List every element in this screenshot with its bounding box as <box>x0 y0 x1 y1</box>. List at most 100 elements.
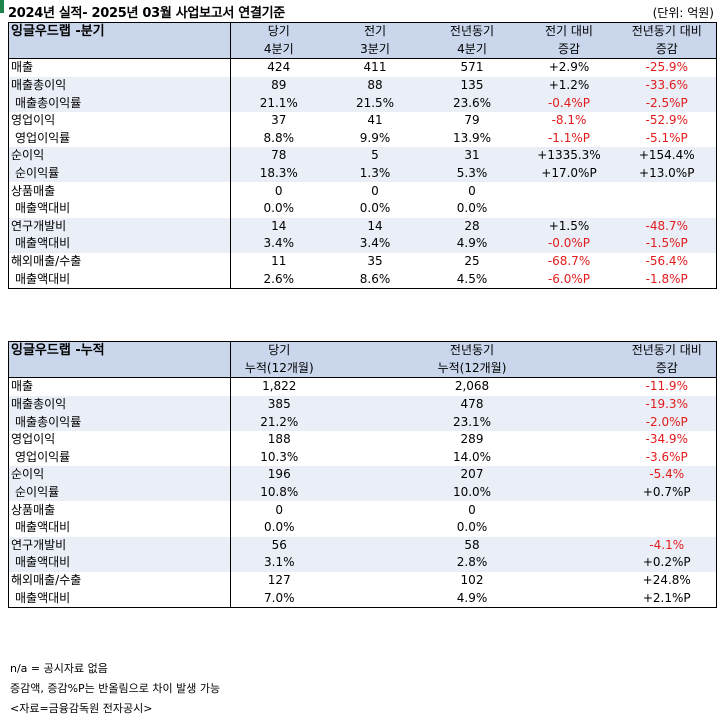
value-cell: 0 <box>275 502 284 517</box>
row-label: 연구개발비 <box>8 217 231 236</box>
table-row: 영업이익률 8.8% 9.9% 13.9% -1.1%P -5.1%P <box>8 129 717 148</box>
empty-cell <box>520 554 618 572</box>
empty-cell <box>328 501 424 519</box>
value-cell: -1.8%P <box>645 271 688 286</box>
column-subheader: 증감 <box>617 40 717 60</box>
value-cell <box>521 200 618 218</box>
quarterly-table-header: 잉글우드랩 -분기 당기 전기 전년동기 전기 대비 전년동기 대비 4분기 3… <box>8 22 717 60</box>
value-cell: 385 <box>230 395 328 414</box>
row-label: 매출액대비 <box>8 518 231 537</box>
header-spacer <box>327 341 424 360</box>
table-row: 매출 424 411 571 +2.9% -25.9% <box>8 58 717 77</box>
column-header: 전년동기 대비 <box>617 341 717 360</box>
empty-cell <box>328 449 424 467</box>
row-label: 매출액대비 <box>8 199 231 218</box>
column-header: 전기 <box>326 22 424 41</box>
empty-cell <box>521 519 618 537</box>
footnote: 증감액, 증감%P는 반올림으로 차이 발생 가능 <box>10 682 221 695</box>
value-cell: 88 <box>326 76 424 95</box>
value-cell <box>618 200 717 218</box>
empty-cell <box>328 431 424 449</box>
value-cell: +2.1%P <box>642 590 691 605</box>
empty-cell <box>328 572 424 590</box>
table-row: 순이익률 10.8% 10.0% +0.7%P <box>8 483 717 502</box>
value-cell: +13.0%P <box>617 164 717 183</box>
value-cell: 10.3% <box>260 449 299 464</box>
value-cell: -25.9% <box>645 60 688 75</box>
empty-cell <box>521 378 618 396</box>
value-cell: 14 <box>230 217 327 236</box>
empty-cell <box>521 449 618 467</box>
value-cell: 0.0% <box>264 520 295 535</box>
value-cell: 0.0% <box>263 201 295 216</box>
value-cell: 58 <box>423 536 521 555</box>
table-row: 영업이익 188 289 -34.9% <box>8 430 717 449</box>
value-cell: 0.0% <box>456 520 488 535</box>
value-cell: 89 <box>230 76 327 95</box>
value-cell: 1.3% <box>326 164 424 183</box>
table-row: 순이익 196 207 -5.4% <box>8 466 717 484</box>
value-cell: 0 <box>274 183 283 198</box>
empty-cell <box>520 466 618 484</box>
value-cell: 0.0% <box>456 201 488 216</box>
value-cell: 196 <box>230 466 328 484</box>
value-cell: -68.7% <box>547 254 591 269</box>
row-label: 해외매출/수출 <box>8 252 231 271</box>
header-spacer <box>520 341 618 360</box>
value-cell: 5 <box>326 147 424 165</box>
column-subheader: 3분기 <box>326 40 424 60</box>
table-row: 매출액대비 3.4% 3.4% 4.9% -0.0%P -1.5%P <box>8 235 717 253</box>
value-cell: +0.7%P <box>617 483 717 502</box>
table-row: 상품매출 0 0 <box>8 501 717 519</box>
value-cell: 14.0% <box>452 449 492 464</box>
empty-cell <box>520 413 618 431</box>
empty-cell <box>520 536 618 555</box>
value-cell: 8.8% <box>263 130 295 145</box>
footnote: <자료=금융감독원 전자공시> <box>10 702 153 715</box>
table-row: 순이익 78 5 31 +1335.3% +154.4% <box>8 147 717 165</box>
table-row: 상품매출 0 0 0 <box>8 182 717 200</box>
value-cell: 13.9% <box>452 130 492 145</box>
empty-cell <box>328 589 424 607</box>
value-cell: +2.9% <box>548 60 590 75</box>
value-cell: 289 <box>460 432 484 447</box>
value-cell: 0 <box>468 183 476 198</box>
value-cell: +1.5% <box>520 217 618 236</box>
value-cell: 4.9% <box>423 235 521 253</box>
value-cell: 8.6% <box>359 271 391 286</box>
row-label: 순이익 <box>8 466 231 484</box>
column-subheader: 4분기 <box>423 40 521 60</box>
row-label: 매출액대비 <box>8 270 231 289</box>
column-header: 전년동기 <box>423 22 521 41</box>
empty-cell <box>520 483 618 502</box>
value-cell: -48.7% <box>617 217 717 236</box>
table-row: 매출총이익률 21.2% 23.1% -2.0%P <box>8 413 717 431</box>
row-label: 영업이익률 <box>8 448 231 467</box>
value-cell: 35 <box>367 254 383 269</box>
row-label: 순이익률 <box>8 483 231 502</box>
value-cell: 41 <box>367 113 383 128</box>
row-label: 영업이익 <box>8 430 231 449</box>
value-cell: 56 <box>230 536 328 555</box>
value-cell: 25 <box>464 254 480 269</box>
value-cell: 21.2% <box>230 413 328 431</box>
empty-cell <box>328 519 424 537</box>
empty-cell <box>521 589 618 607</box>
row-label: 매출 <box>8 58 231 77</box>
value-cell: +0.2%P <box>617 554 717 572</box>
column-subheader: 누적(12개월) <box>230 359 328 379</box>
value-cell: -4.1% <box>617 536 717 555</box>
value-cell: -1.5%P <box>617 235 717 253</box>
table-row: 매출액대비 2.6% 8.6% 4.5% -6.0%P -1.8%P <box>8 270 717 289</box>
value-cell: 78 <box>230 147 327 165</box>
table-row: 순이익률 18.3% 1.3% 5.3% +17.0%P +13.0%P <box>8 164 717 183</box>
value-cell <box>618 519 717 537</box>
cumulative-table-title: 잉글우드랩 -누적 <box>8 341 231 360</box>
row-label: 연구개발비 <box>8 536 231 555</box>
value-cell: +154.4% <box>617 147 717 165</box>
value-cell: 1,822 <box>262 379 297 394</box>
value-cell: 21.1% <box>230 94 327 112</box>
value-cell: -3.6%P <box>645 449 688 464</box>
value-cell: 2,068 <box>454 379 490 394</box>
row-label: 매출총이익 <box>8 395 231 414</box>
